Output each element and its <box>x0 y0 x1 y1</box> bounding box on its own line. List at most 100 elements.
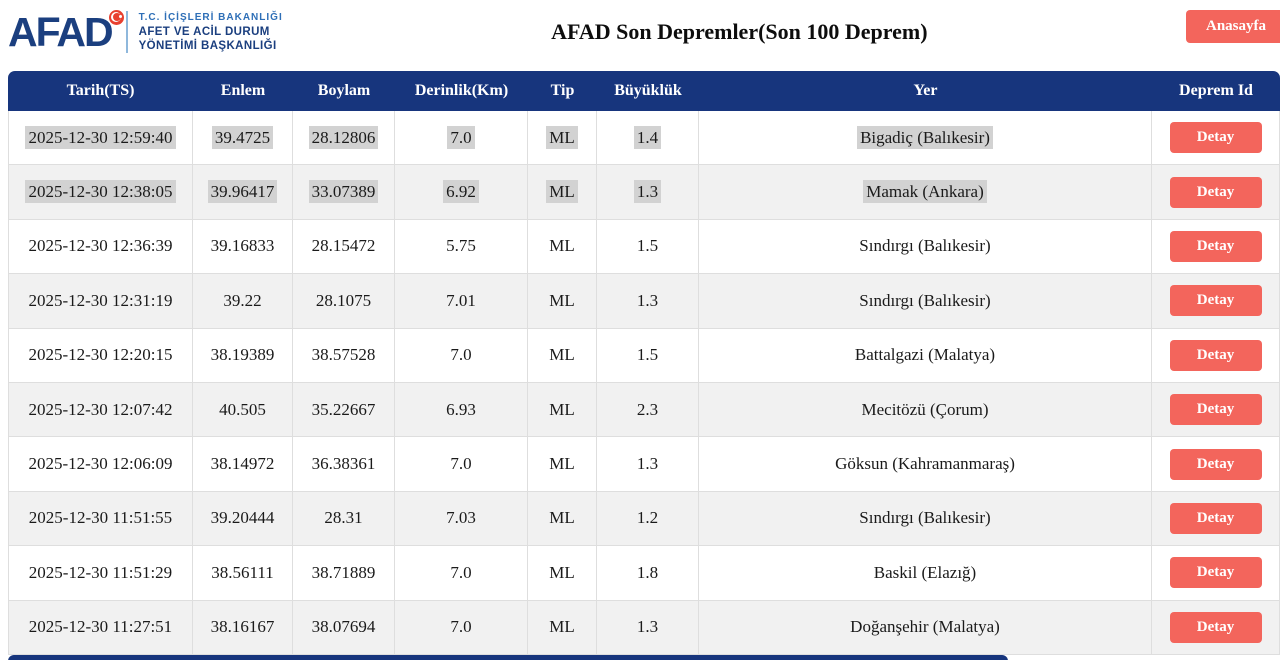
cell-value: 1.3 <box>636 290 659 310</box>
cell-value: 40.505 <box>219 399 266 419</box>
cell-tarih: 2025-12-30 11:51:29 <box>8 546 193 601</box>
earthquake-table-container: Tarih(TS) Enlem Boylam Derinlik(Km) Tip … <box>8 71 1280 655</box>
cell-value: 7.03 <box>446 508 476 528</box>
cell-deprem-id: Detay <box>1152 328 1280 383</box>
cell-deprem-id: Detay <box>1152 111 1280 166</box>
cell-value: 38.71889 <box>311 562 376 582</box>
cell-value: 2025-12-30 12:06:09 <box>28 454 173 474</box>
table-row: 2025-12-30 11:51:29 38.56111 38.71889 7.0 ML… <box>8 546 1280 601</box>
cell-value: 2025-12-30 12:20:15 <box>28 345 173 365</box>
cell-boylam: 38.57528 <box>293 328 395 383</box>
cell-value: 38.16167 <box>210 617 275 637</box>
cell-value: Sındırgı (Balıkesir) <box>859 290 991 310</box>
column-header-deprem-id: Deprem Id <box>1152 71 1280 111</box>
cell-enlem: 40.505 <box>193 382 293 438</box>
cell-value: 6.92 <box>443 180 479 204</box>
cell-boylam: 38.71889 <box>293 546 395 601</box>
cell-deprem-id: Detay <box>1152 437 1280 492</box>
cell-value: ML <box>549 290 575 310</box>
cell-tip: ML <box>528 111 597 166</box>
turkish-flag-icon <box>108 9 124 25</box>
column-header-buyukluk: Büyüklük <box>597 71 699 111</box>
detay-button[interactable]: Detay <box>1169 448 1262 480</box>
afad-wordmark: AFAD <box>8 9 126 53</box>
cell-tip: ML <box>528 491 597 547</box>
cell-value: 28.1075 <box>315 290 372 310</box>
cell-buyukluk: 1.4 <box>597 111 699 166</box>
cell-value: 33.07389 <box>308 180 379 204</box>
cell-value: 1.4 <box>633 125 662 149</box>
cell-buyukluk: 1.3 <box>597 274 699 329</box>
cell-buyukluk: 1.5 <box>597 328 699 383</box>
detay-button[interactable]: Detay <box>1169 557 1262 589</box>
cell-derinlik: 7.01 <box>395 274 528 329</box>
cell-value: 7.0 <box>450 617 472 637</box>
cell-value: 1.3 <box>636 454 659 474</box>
cell-value: 38.14972 <box>210 454 275 474</box>
cell-derinlik: 7.0 <box>395 111 528 166</box>
cell-value: Sındırgı (Balıkesir) <box>859 236 991 256</box>
cell-tip: ML <box>528 274 597 329</box>
table-header-row: Tarih(TS) Enlem Boylam Derinlik(Km) Tip … <box>8 71 1280 111</box>
cell-value: 38.07694 <box>311 617 376 637</box>
detay-button[interactable]: Detay <box>1169 230 1262 262</box>
cell-enlem: 38.19389 <box>193 328 293 383</box>
cell-yer: Bigadiç (Balıkesir) <box>699 111 1152 166</box>
detay-button[interactable]: Detay <box>1169 339 1262 371</box>
detay-button[interactable]: Detay <box>1169 176 1262 208</box>
cell-buyukluk: 1.3 <box>597 437 699 492</box>
cell-value: 28.15472 <box>311 236 376 256</box>
cell-value: ML <box>549 345 575 365</box>
cell-derinlik: 7.0 <box>395 328 528 383</box>
cell-tarih: 2025-12-30 12:31:19 <box>8 274 193 329</box>
cell-value: 7.0 <box>447 125 475 149</box>
next-section-header-partial <box>8 654 1008 660</box>
table-row: 2025-12-30 12:20:15 38.19389 38.57528 7.0 ML… <box>8 328 1280 383</box>
cell-value: 1.3 <box>633 180 662 204</box>
column-header-derinlik: Derinlik(Km) <box>395 71 528 111</box>
logo-divider <box>125 11 128 53</box>
cell-value: 1.5 <box>636 236 659 256</box>
table-row: 2025-12-30 12:36:39 39.16833 28.15472 5.75 M… <box>8 219 1280 275</box>
cell-deprem-id: Detay <box>1152 219 1280 275</box>
cell-deprem-id: Detay <box>1152 546 1280 601</box>
cell-boylam: 28.12806 <box>293 111 395 166</box>
column-header-tip: Tip <box>528 71 597 111</box>
cell-value: Baskil (Elazığ) <box>873 562 977 582</box>
cell-tarih: 2025-12-30 12:20:15 <box>8 328 193 383</box>
cell-buyukluk: 1.2 <box>597 491 699 547</box>
detay-button[interactable]: Detay <box>1169 502 1262 534</box>
cell-value: 35.22667 <box>311 399 376 419</box>
cell-value: 39.20444 <box>210 508 275 528</box>
cell-value: 7.0 <box>450 454 472 474</box>
cell-deprem-id: Detay <box>1152 165 1280 220</box>
cell-value: 7.01 <box>446 290 476 310</box>
cell-buyukluk: 1.8 <box>597 546 699 601</box>
detay-button[interactable]: Detay <box>1169 394 1262 426</box>
cell-buyukluk: 1.3 <box>597 600 699 655</box>
anasayfa-button[interactable]: Anasayfa <box>1185 10 1280 43</box>
cell-tip: ML <box>528 382 597 438</box>
cell-tip: ML <box>528 600 597 655</box>
table-row: 2025-12-30 11:27:51 38.16167 38.07694 7.0 ML… <box>8 600 1280 655</box>
cell-boylam: 28.1075 <box>293 274 395 329</box>
cell-derinlik: 6.93 <box>395 382 528 438</box>
detay-button[interactable]: Detay <box>1169 122 1262 154</box>
cell-yer: Mecitözü (Çorum) <box>699 382 1152 438</box>
column-header-enlem: Enlem <box>193 71 293 111</box>
detay-button[interactable]: Detay <box>1169 611 1262 643</box>
page-title: AFAD Son Depremler(Son 100 Deprem) <box>551 19 928 44</box>
detay-button[interactable]: Detay <box>1169 285 1262 317</box>
cell-boylam: 28.15472 <box>293 219 395 275</box>
cell-value: 38.57528 <box>311 345 376 365</box>
cell-value: ML <box>549 236 575 256</box>
column-header-tarih: Tarih(TS) <box>8 71 193 111</box>
cell-value: ML <box>549 508 575 528</box>
cell-tarih: 2025-12-30 12:07:42 <box>8 382 193 438</box>
cell-enlem: 38.56111 <box>193 546 293 601</box>
cell-value: ML <box>546 125 578 149</box>
cell-buyukluk: 1.3 <box>597 165 699 220</box>
cell-deprem-id: Detay <box>1152 491 1280 547</box>
cell-derinlik: 7.03 <box>395 491 528 547</box>
cell-enlem: 39.96417 <box>193 165 293 220</box>
